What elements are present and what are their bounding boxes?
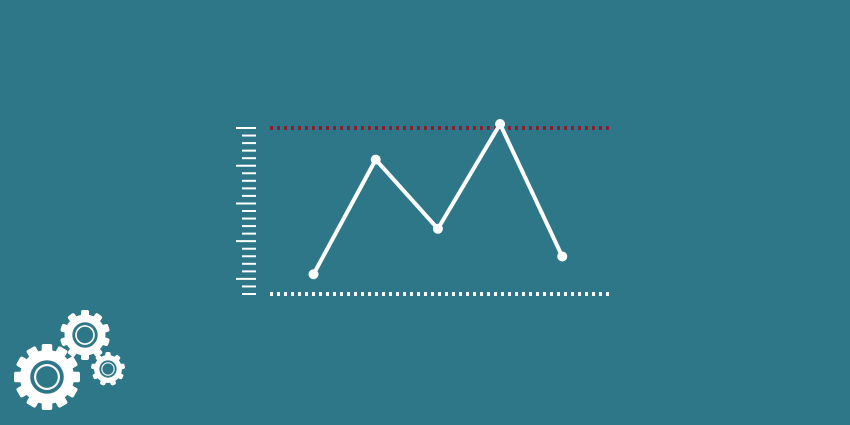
data-point-1 [308,269,319,280]
gear-hole [36,366,58,388]
gears-icon [14,310,125,410]
series-line [311,122,565,277]
gear-hole [76,326,94,344]
data-point-2 [370,154,381,165]
ruler-ticks-icon [236,127,256,295]
gear-icon [60,310,110,360]
gear-icon [91,352,125,386]
gear-hole [102,363,114,375]
data-point-5 [557,251,568,262]
data-point-3 [432,223,443,234]
data-point-4 [495,119,506,130]
gear-icon [14,344,80,410]
